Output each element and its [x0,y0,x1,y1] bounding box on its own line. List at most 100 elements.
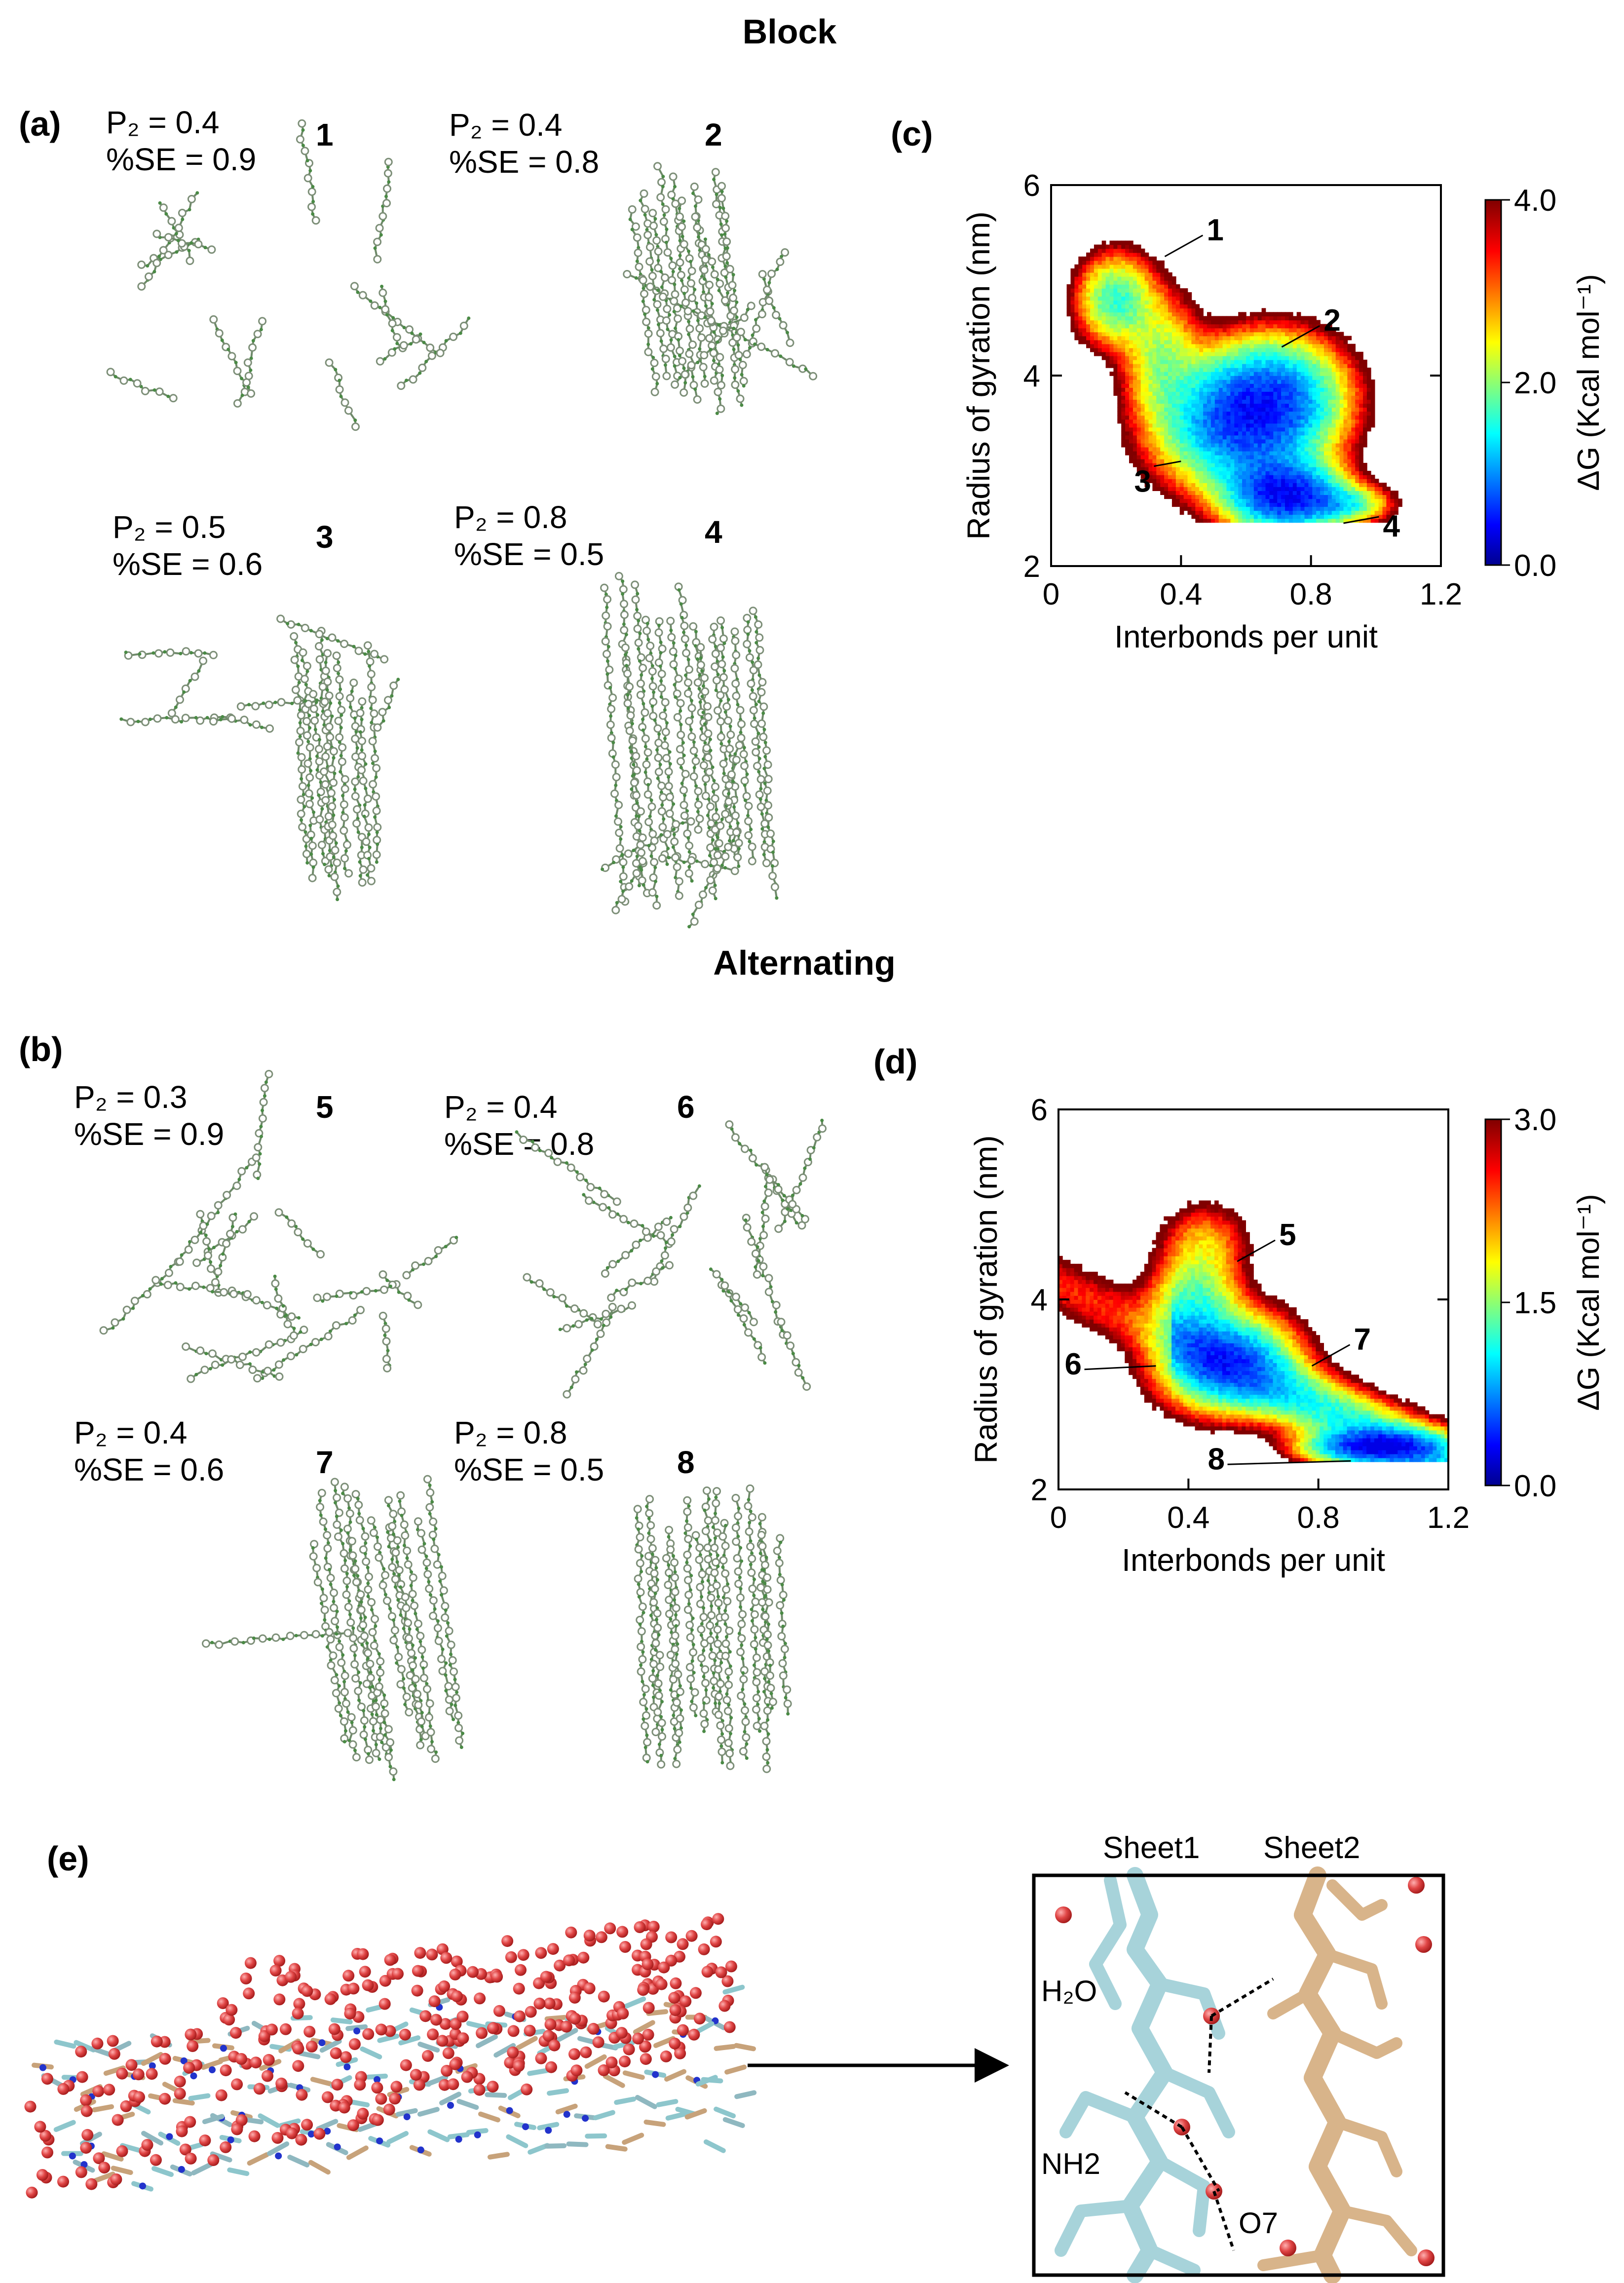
heatmap-cell [1152,415,1157,420]
heatmap-cell [1152,471,1157,475]
heatmap-cell [1160,447,1165,452]
heatmap-cell [1168,1335,1172,1339]
heatmap-cell [1078,300,1083,304]
heatmap-cell [1094,347,1098,352]
heatmap-cell [1066,1287,1071,1292]
heatmap-cell [1246,411,1250,416]
heatmap-cell [1074,1311,1079,1316]
heatmap-cell [1199,458,1204,463]
polymer-chain [396,1491,440,1763]
heatmap-cell [1234,363,1239,368]
heatmap-cell [1148,316,1153,321]
heatmap-cell [1249,495,1254,499]
heatmap-cell [1234,491,1239,495]
heatmap-cell [1324,510,1328,515]
heatmap-cell [1152,1323,1157,1328]
heatmap-cell [1327,447,1332,452]
heatmap-cell [1238,399,1243,404]
heatmap-cell [1121,1335,1126,1339]
heatmap-cell [1253,506,1258,511]
heatmap-cell [1160,403,1165,408]
heatmap-cell [1370,387,1375,392]
heatmap-cell [1218,455,1223,459]
heatmap-cell [1234,510,1239,515]
heatmap-cell [1105,252,1110,257]
heatmap-cell [1210,479,1215,483]
polymer-chain [711,168,745,407]
heatmap-cell [1195,462,1200,467]
heatmap-cell [1168,1406,1172,1411]
heatmap-cell [1257,312,1262,317]
heatmap-cell [1327,514,1332,519]
heatmap-cell [1187,1367,1192,1371]
heatmap-cell [1152,462,1157,467]
heatmap-cell [1327,403,1332,408]
heatmap-cell [1320,340,1324,344]
heatmap-cell [1324,498,1328,503]
heatmap-cell [1097,340,1102,344]
heatmap-cell [1148,455,1153,459]
heatmap-cell [1312,340,1317,344]
heatmap-cell [1168,1244,1172,1249]
x-tick-label: 1.2 [1420,577,1462,611]
heatmap-cell [1168,1315,1172,1320]
heatmap-cell [1070,320,1075,325]
heatmap-cell [1210,447,1215,452]
heatmap-cell [1121,1307,1126,1312]
heatmap-cell [1253,427,1258,432]
heatmap-cell [1140,415,1145,420]
heatmap-cell [1382,502,1387,507]
heatmap-cell [1292,458,1297,463]
heatmap-cell [1234,383,1239,388]
heatmap-cell [1168,272,1172,277]
heatmap-cell [1105,343,1110,348]
heatmap-cell [1257,351,1262,356]
heatmap-cell [1288,419,1293,424]
heatmap-cell [1320,514,1324,519]
heatmap-cell [1094,1315,1098,1320]
heatmap-cell [1152,1256,1157,1260]
polymer-chain [252,1069,273,1180]
heatmap-cell [1355,351,1360,356]
heatmap-cell [1320,471,1324,475]
heatmap-cell [1160,308,1165,313]
heatmap-cell [1175,1299,1180,1304]
heatmap-cell [1308,471,1313,475]
heatmap-cell [1164,1323,1168,1328]
heatmap-cell [1152,391,1157,396]
polymer-chain [313,1280,397,1303]
heatmap-cell [1343,411,1348,416]
heatmap-cell [1144,367,1149,372]
heatmap-cell [1129,268,1133,273]
heatmap-cell [1285,514,1289,519]
heatmap-cell [1226,332,1231,337]
heatmap-cell [1253,491,1258,495]
heatmap-cell [1316,411,1321,416]
heatmap-cell [1187,312,1192,317]
heatmap-cell [1207,475,1211,479]
heatmap-cell [1327,332,1332,337]
heatmap-cell [1327,383,1332,388]
heatmap-cell [1382,483,1387,487]
heatmap-cell [1152,340,1157,344]
heatmap-cell [1253,367,1258,372]
heatmap-cell [1171,395,1176,400]
heatmap-cell [1152,1390,1157,1395]
heatmap-cell [1191,451,1196,456]
heatmap-cell [1082,320,1087,325]
heatmap-cell [1156,1263,1161,1268]
heatmap-cell [1238,324,1243,329]
heatmap-cell [1370,411,1375,416]
heatmap-cell [1300,518,1305,523]
heatmap-cell [1160,1363,1165,1368]
heatmap-cell [1386,502,1391,507]
heatmap-cell [1070,284,1075,289]
heatmap-cell [1331,355,1336,360]
heatmap-cell [1117,347,1122,352]
heatmap-cell [1109,1279,1114,1284]
heatmap-cell [1312,498,1317,503]
heatmap-cell [1164,376,1169,380]
heatmap-cell [1261,495,1266,499]
heatmap-cell [1164,308,1169,313]
heatmap-cell [1160,1236,1165,1241]
